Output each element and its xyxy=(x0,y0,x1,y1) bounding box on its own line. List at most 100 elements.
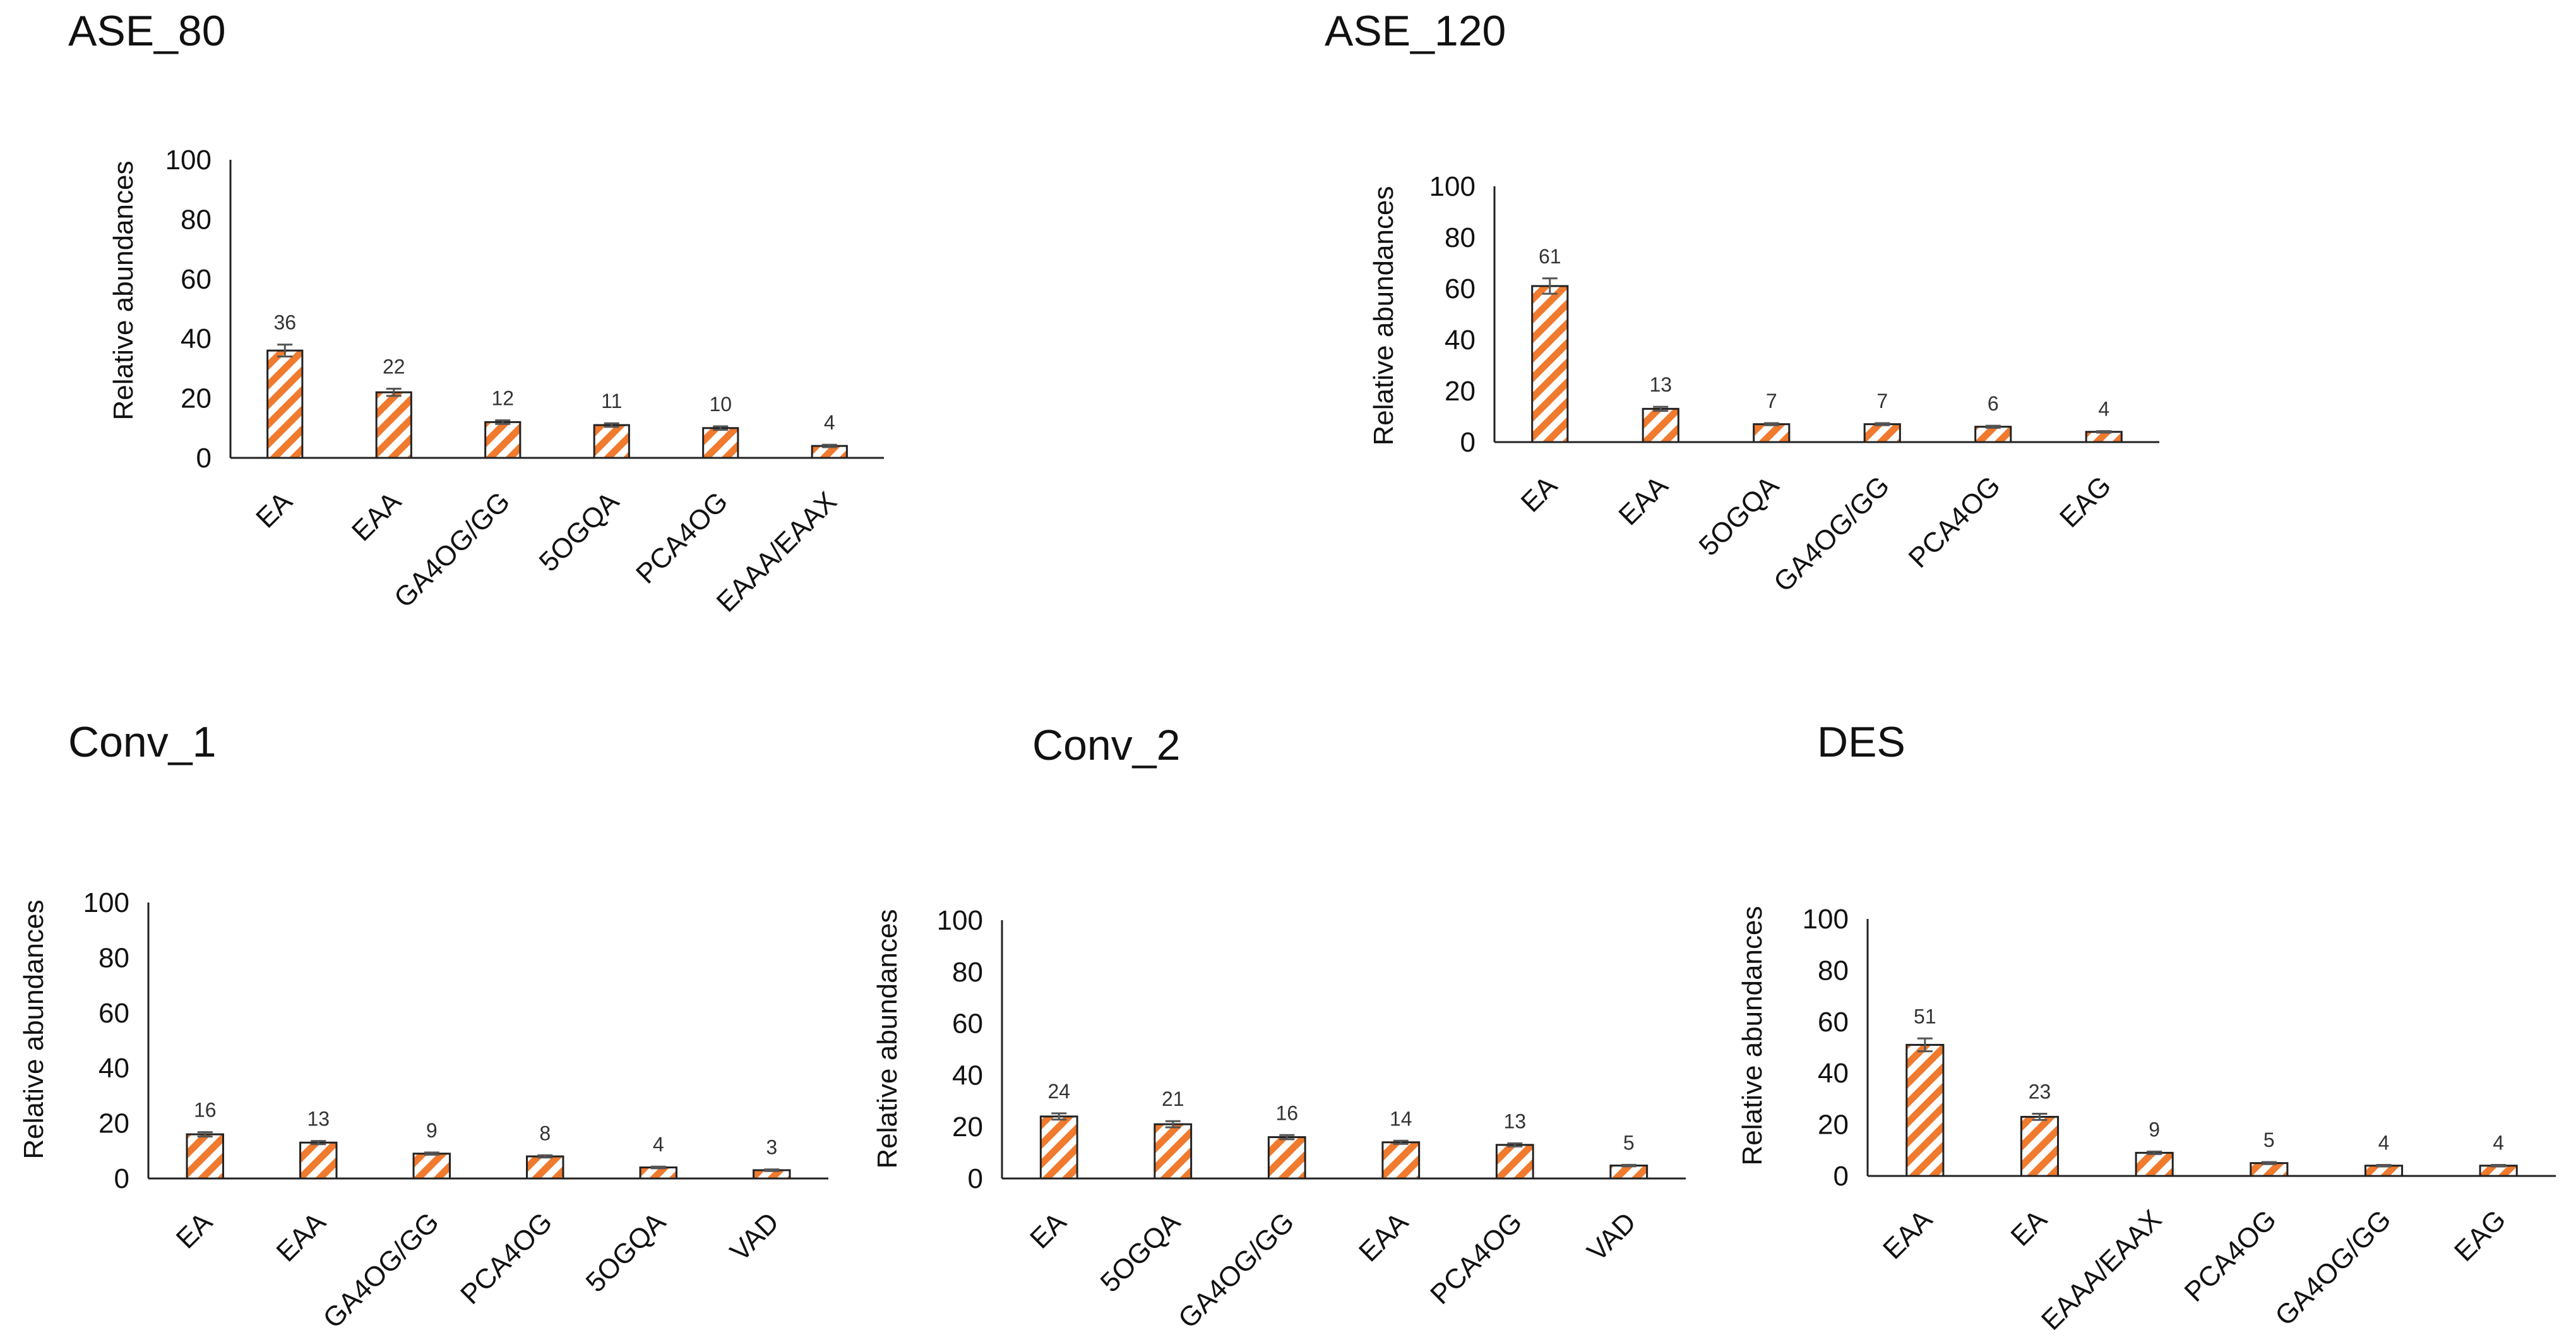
y-tick-label: 60 xyxy=(952,1009,983,1040)
x-tick-label: 5OGQA xyxy=(534,486,626,578)
chart-title: DES xyxy=(1817,718,1905,766)
data-label: 61 xyxy=(1539,245,1561,268)
data-label: 4 xyxy=(2098,398,2109,421)
y-tick-label: 20 xyxy=(98,1108,129,1139)
y-axis-title: Relative abundances xyxy=(18,900,49,1160)
y-tick-label: 40 xyxy=(952,1060,983,1091)
y-tick-label: 100 xyxy=(1803,904,1849,935)
plot-area: 0 20 40 60 80 100 36 EA 22 EAA 12 GA4OG/GG 11 5OGQA 10… xyxy=(165,145,884,618)
y-tick-label: 40 xyxy=(1818,1058,1849,1089)
data-label: 16 xyxy=(1275,1101,1298,1124)
x-tick-label: EA xyxy=(250,486,299,534)
y-tick-label: 100 xyxy=(165,145,212,176)
y-tick-label: 20 xyxy=(181,383,212,414)
bar xyxy=(412,1153,451,1180)
x-tick-label: EAA xyxy=(270,1206,331,1268)
data-label: 9 xyxy=(2149,1118,2160,1141)
bar xyxy=(1609,1165,1649,1180)
x-tick-label: EAG xyxy=(2054,470,2117,533)
x-tick-label: GA4OG/GG xyxy=(1768,470,1895,597)
data-label: 12 xyxy=(491,387,514,410)
data-label: 3 xyxy=(766,1136,777,1159)
y-tick-label: 80 xyxy=(1445,222,1476,253)
data-label: 5 xyxy=(1623,1131,1635,1154)
plot-area: 0 20 40 60 80 100 16 EA 13 EAA 9 GA4OG/GG 8 PCA4OG 4 5O… xyxy=(83,887,828,1334)
x-tick-label: GA4OG/GG xyxy=(1172,1206,1300,1334)
data-label: 4 xyxy=(2378,1131,2390,1154)
bar xyxy=(375,391,412,459)
chart-title: Conv_2 xyxy=(1032,721,1180,769)
bar xyxy=(1863,423,1901,443)
data-label: 21 xyxy=(1162,1088,1184,1110)
x-tick-label: EAA xyxy=(346,486,407,547)
x-tick-label: 5OGQA xyxy=(580,1206,672,1298)
y-tick-label: 60 xyxy=(98,998,129,1029)
data-label: 24 xyxy=(1047,1080,1070,1103)
bar xyxy=(266,349,304,459)
bar xyxy=(702,427,739,459)
x-tick-label: EAG xyxy=(2448,1204,2512,1267)
chart-title: ASE_120 xyxy=(1325,7,1506,55)
chart-title: Conv_1 xyxy=(68,718,216,766)
y-tick-label: 0 xyxy=(1834,1161,1849,1192)
bar xyxy=(1495,1144,1534,1180)
y-axis-title: Relative abundances xyxy=(1737,906,1768,1166)
chart-panel-conv-1: Conv_1 Relative abundances 0 20 40 60 80 100 1… xyxy=(18,718,828,1334)
y-tick-label: 20 xyxy=(952,1112,983,1142)
y-tick-label: 100 xyxy=(1429,171,1476,202)
x-tick-label: EA xyxy=(2005,1204,2053,1252)
x-tick-label: EAA xyxy=(1877,1204,1938,1265)
data-label: 36 xyxy=(273,311,296,334)
bar xyxy=(1531,285,1569,443)
bar xyxy=(2135,1151,2174,1177)
data-label: 8 xyxy=(539,1122,551,1144)
plot-area: 0 20 40 60 80 100 24 EA 21 5OGQA 16 GA4OG/GG 14 EAA 13… xyxy=(937,905,1686,1334)
x-tick-label: PCA4OG xyxy=(455,1206,558,1310)
data-label: 5 xyxy=(2263,1129,2275,1151)
bar xyxy=(1039,1115,1078,1180)
y-tick-label: 60 xyxy=(181,264,212,295)
x-tick-label: 5OGQA xyxy=(1693,470,1786,562)
x-tick-label: PCA4OG xyxy=(630,486,734,589)
x-tick-label: EA xyxy=(1515,470,1564,519)
x-tick-label: PCA4OG xyxy=(1424,1206,1528,1310)
bar xyxy=(299,1141,338,1180)
x-tick-label: PCA4OG xyxy=(1902,470,2006,573)
data-label: 13 xyxy=(1503,1110,1526,1132)
y-tick-label: 40 xyxy=(1445,325,1476,356)
data-label: 6 xyxy=(1988,392,1999,415)
bar xyxy=(593,424,630,459)
bar xyxy=(1905,1043,1945,1177)
y-tick-label: 20 xyxy=(1818,1110,1849,1141)
y-tick-label: 20 xyxy=(1445,376,1476,407)
x-tick-label: EAA xyxy=(1353,1206,1414,1268)
bar xyxy=(1753,423,1791,443)
bar xyxy=(186,1133,224,1180)
y-axis-title: Relative abundances xyxy=(1368,186,1399,446)
y-tick-label: 60 xyxy=(1445,273,1476,304)
bar xyxy=(1974,426,2012,443)
data-label: 9 xyxy=(426,1119,438,1142)
x-tick-label: EAA xyxy=(1613,470,1674,531)
bar xyxy=(2020,1115,2060,1177)
data-label: 51 xyxy=(1914,1005,1936,1028)
data-label: 4 xyxy=(653,1133,664,1156)
plot-area: 0 20 40 60 80 100 51 EAA 23 EA 9 EAAA/EAAX 5 PCA4OG 4 G… xyxy=(1803,904,2556,1336)
x-tick-label: VAD xyxy=(724,1206,785,1267)
x-tick-label: 5OGQA xyxy=(1095,1206,1187,1298)
y-tick-label: 0 xyxy=(1460,427,1476,458)
data-label: 4 xyxy=(2493,1131,2504,1154)
y-tick-label: 80 xyxy=(181,204,212,235)
bar xyxy=(484,421,522,459)
y-tick-label: 60 xyxy=(1818,1007,1849,1038)
chart-panel-ase-80: ASE_80 Relative abundances 0 20 40 60 80 100 3… xyxy=(68,7,884,618)
chart-panel-ase-120: ASE_120 Relative abundances 0 20 40 60 80 100… xyxy=(1325,7,2159,598)
data-label: 10 xyxy=(709,393,732,416)
x-tick-label: EAAA/EAAX xyxy=(2036,1204,2168,1336)
data-label: 11 xyxy=(601,390,622,412)
data-label: 22 xyxy=(383,355,405,378)
bar xyxy=(1381,1141,1421,1180)
x-tick-label: GA4OG/GG xyxy=(317,1206,444,1334)
x-tick-label: EA xyxy=(1024,1206,1073,1255)
